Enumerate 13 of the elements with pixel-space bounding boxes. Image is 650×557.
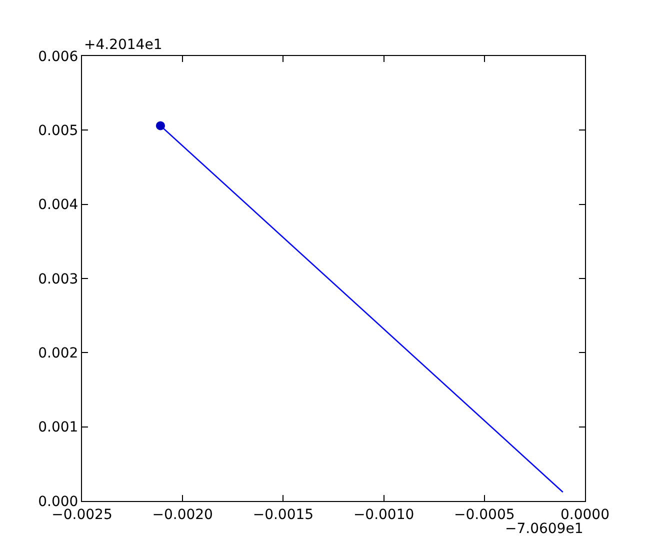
y-tick-label: 0.001 [38,420,78,436]
text: −7.0609e1 [505,521,584,537]
x-tick-label: −0.0015 [252,506,314,523]
y-tick-label: 0.002 [38,346,78,362]
y-tick-label: 0.003 [38,271,78,288]
text: +4.2014e1 [84,37,162,53]
y-tick-label: 0.004 [38,197,78,214]
x-tick-label: 0.0000 [560,506,610,523]
y-tick-label: 0.006 [38,48,78,65]
x-tick-label: −0.0005 [454,506,515,523]
x-tick-label: −0.0020 [152,506,213,523]
y-tick-label: 0.005 [38,123,78,140]
x-tick-label: −0.0010 [353,506,414,523]
